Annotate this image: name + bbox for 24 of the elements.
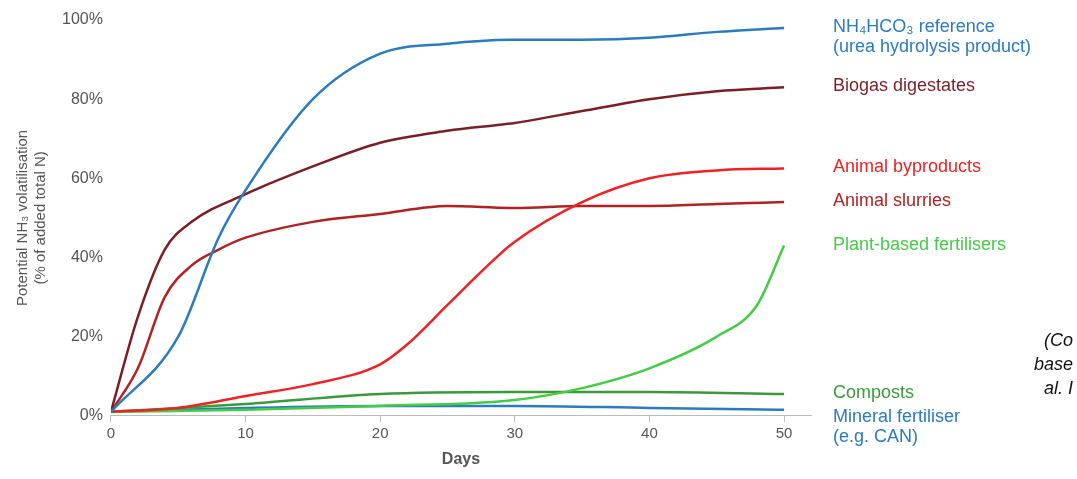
x-tick-label: 30 xyxy=(506,423,524,441)
x-tick-label: 20 xyxy=(371,423,389,441)
y-tick-label: 60% xyxy=(70,168,103,186)
text: Animal byproducts xyxy=(833,156,982,177)
x-tick-label: 0 xyxy=(106,423,116,441)
text: (Co xyxy=(1043,330,1073,350)
text: Composts xyxy=(833,382,915,402)
text: al. I xyxy=(1043,378,1073,398)
text: Plant-based fertilisers xyxy=(833,233,1007,254)
text: base xyxy=(1033,354,1073,374)
y-tick-label: 0% xyxy=(79,406,103,424)
y-tick-label: 100% xyxy=(62,10,103,28)
y-tick-label: 80% xyxy=(70,89,103,107)
x-tick-label: 40 xyxy=(641,423,658,441)
y-axis-title: Potential NH₃ volatilisation (% of added total N) xyxy=(13,129,49,306)
x-axis-title: Days xyxy=(441,449,481,467)
text: Animal slurries xyxy=(833,190,952,211)
text: Biogas digestates xyxy=(833,75,976,96)
y-tick-label: 20% xyxy=(70,327,103,345)
text: Mineral fertiliser (e.g. CAN) xyxy=(833,406,961,446)
y-tick-label: 40% xyxy=(70,247,103,265)
text: NH₄HCO₃ reference (urea hydrolysis product) xyxy=(833,15,1032,56)
x-tick-label: 50 xyxy=(775,423,793,441)
x-tick-label: 10 xyxy=(237,423,254,441)
